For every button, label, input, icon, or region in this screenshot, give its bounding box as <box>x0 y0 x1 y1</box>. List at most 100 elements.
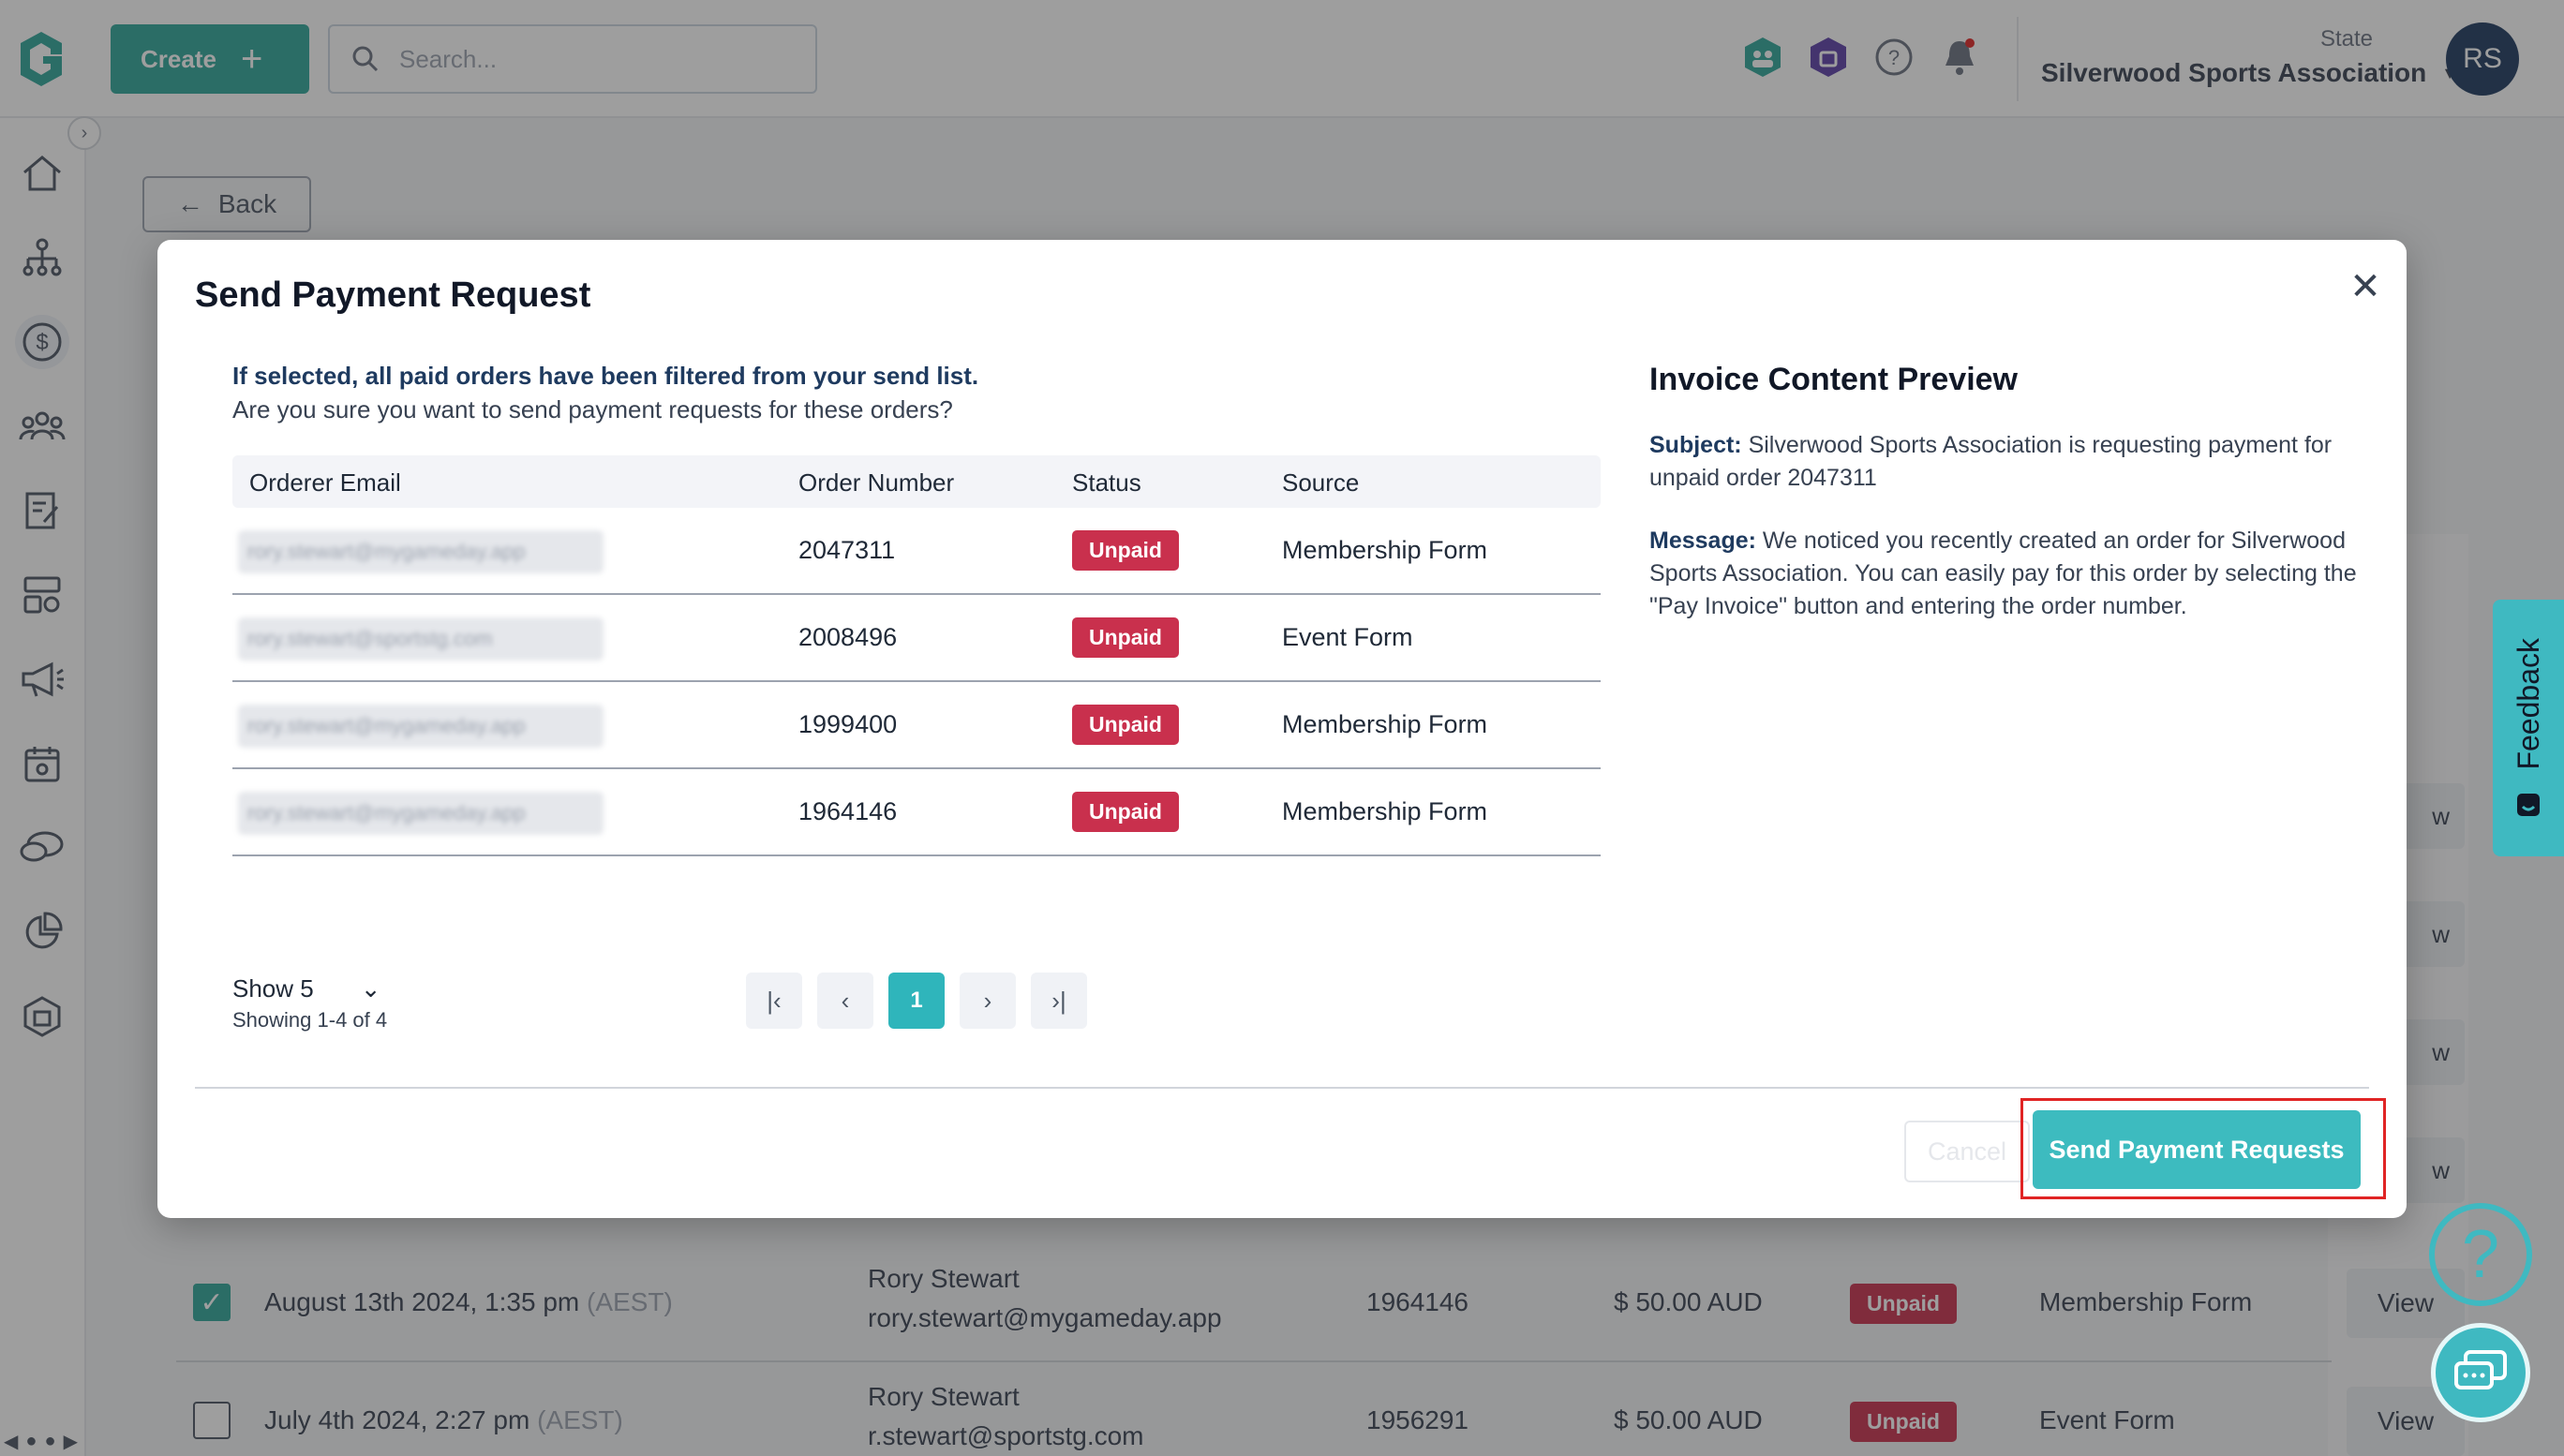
arrow-left-icon: ← <box>176 189 203 218</box>
megaphone-icon[interactable] <box>15 652 69 706</box>
org-name: Silverwood Sports Association <box>2041 58 2427 87</box>
people-icon[interactable] <box>15 399 69 453</box>
orderer-email-blurred: rory.stewart@mygameday.app <box>238 792 604 835</box>
orderer-email-blurred: rory.stewart@mygameday.app <box>238 705 604 748</box>
orders-table-header: Orderer Email Order Number Status Source <box>232 455 1601 508</box>
status-badge: Unpaid <box>1850 1402 1957 1442</box>
org-chart-icon[interactable] <box>15 230 69 285</box>
order-number: 1964146 <box>1366 1287 1469 1316</box>
help-float-icon[interactable]: ? <box>2429 1203 2532 1306</box>
sidebar: $ <box>0 118 86 1456</box>
topbar-divider <box>2017 17 2019 101</box>
order-amount: $ 50.00 AUD <box>1614 1287 1763 1316</box>
column-header-order-number: Order Number <box>798 468 955 497</box>
last-page-button[interactable]: ›| <box>1031 973 1087 1029</box>
chat-icon[interactable] <box>15 821 69 875</box>
close-icon[interactable]: ✕ <box>2349 266 2381 307</box>
notification-bell-icon[interactable] <box>1940 34 1979 81</box>
order-source: Event Form <box>2039 1405 2175 1434</box>
prev-page-button[interactable]: ‹ <box>817 973 873 1029</box>
status-badge: Unpaid <box>1072 617 1179 658</box>
order-source: Membership Form <box>1282 797 1488 825</box>
top-bar: Create + ? State Silverwood Sports Assoc… <box>0 0 2564 118</box>
table-row: July 4th 2024, 2:27 pm (AEST) Rory Stewa… <box>176 1364 2465 1456</box>
sidebar-collapse-button[interactable]: › <box>67 116 101 150</box>
search-icon <box>352 46 379 72</box>
first-page-button[interactable]: |‹ <box>746 973 802 1029</box>
order-amount: $ 50.00 AUD <box>1614 1405 1763 1434</box>
carousel-dots[interactable]: ◀ ● ● ▶ <box>4 1431 78 1452</box>
dollar-icon[interactable]: $ <box>15 315 69 369</box>
send-payment-requests-button[interactable]: Send Payment Requests <box>2033 1110 2361 1189</box>
order-source: Membership Form <box>2039 1287 2253 1316</box>
page-button-current[interactable]: 1 <box>888 973 945 1029</box>
order-date: August 13th 2024, 1:35 pm (AEST) <box>264 1287 673 1316</box>
order-number: 1956291 <box>1366 1405 1469 1434</box>
pie-chart-icon[interactable] <box>15 905 69 959</box>
create-button[interactable]: Create + <box>111 24 309 94</box>
feedback-label: Feedback <box>2511 637 2545 770</box>
orderer-email-blurred: rory.stewart@mygameday.app <box>238 530 604 573</box>
community-hex-icon[interactable] <box>1743 34 1782 81</box>
page-size-select[interactable]: Show 5 ⌄ <box>232 974 381 1003</box>
filter-notice: If selected, all paid orders have been f… <box>232 362 979 390</box>
column-header-status: Status <box>1072 468 1141 497</box>
next-page-button[interactable]: › <box>960 973 1016 1029</box>
invoice-preview-subject: Subject: Silverwood Sports Association i… <box>1649 432 2333 491</box>
chevron-down-icon: ⌄ <box>360 974 381 1003</box>
column-header-source: Source <box>1282 468 1360 497</box>
modal-footer-divider <box>195 1087 2369 1089</box>
order-source: Membership Form <box>1282 536 1488 564</box>
order-number: 1964146 <box>798 797 898 825</box>
table-row: rory.stewart@sportstg.com 2008496 Unpaid… <box>232 595 1601 682</box>
cancel-button[interactable]: Cancel <box>1904 1121 2030 1182</box>
feedback-tab[interactable]: Feedback <box>2493 600 2564 856</box>
calendar-icon[interactable] <box>15 736 69 791</box>
registrations-icon[interactable] <box>15 568 69 622</box>
showing-count: Showing 1-4 of 4 <box>232 1008 388 1032</box>
org-level-label: State <box>2319 26 2373 52</box>
table-row: rory.stewart@mygameday.app 1999400 Unpai… <box>232 682 1601 769</box>
row-checkbox[interactable]: ✓ <box>193 1284 231 1321</box>
status-badge: Unpaid <box>1072 530 1179 571</box>
orderer-email-blurred: rory.stewart@sportstg.com <box>238 617 604 661</box>
plus-icon: + <box>240 38 263 80</box>
status-badge: Unpaid <box>1072 792 1179 832</box>
smiley-icon <box>2517 794 2540 817</box>
table-row: ✓ August 13th 2024, 1:35 pm (AEST) Rory … <box>176 1246 2465 1362</box>
bag-icon[interactable] <box>15 989 69 1044</box>
avatar[interactable]: RS <box>2446 22 2519 96</box>
order-number: 1999400 <box>798 710 898 738</box>
pagination: |‹ ‹ 1 › ›| <box>746 973 1087 1029</box>
table-row: rory.stewart@mygameday.app 2047311 Unpai… <box>232 508 1601 595</box>
order-source: Event Form <box>1282 623 1413 651</box>
table-row: rory.stewart@mygameday.app 1964146 Unpai… <box>232 769 1601 856</box>
back-button[interactable]: ← Back <box>142 176 311 232</box>
search-input[interactable] <box>399 44 774 74</box>
app-logo[interactable] <box>15 28 67 90</box>
home-icon[interactable] <box>15 146 69 201</box>
send-payment-request-modal: Send Payment Request ✕ If selected, all … <box>157 240 2407 1218</box>
search-box[interactable] <box>328 24 817 94</box>
order-number: 2047311 <box>798 536 896 564</box>
order-number: 2008496 <box>798 623 898 651</box>
svg-text:$: $ <box>36 330 48 355</box>
chat-support-icon[interactable] <box>2431 1323 2530 1422</box>
confirm-question: Are you sure you want to send payment re… <box>232 395 953 423</box>
orderer: Rory Stewart rory.stewart@mygameday.app <box>868 1264 1222 1332</box>
back-label: Back <box>217 189 277 218</box>
highlight-box: Send Payment Requests <box>2020 1098 2386 1199</box>
shop-hex-icon[interactable] <box>1809 34 1848 81</box>
row-checkbox[interactable] <box>193 1402 231 1439</box>
status-badge: Unpaid <box>1072 705 1179 745</box>
help-icon[interactable]: ? <box>1874 34 1914 81</box>
form-edit-icon[interactable] <box>15 483 69 538</box>
modal-title: Send Payment Request <box>195 275 591 315</box>
svg-text:?: ? <box>1888 46 1900 69</box>
order-source: Membership Form <box>1282 710 1488 738</box>
page-size-label: Show 5 <box>232 974 314 1003</box>
invoice-preview-message: Message: We noticed you recently created… <box>1649 527 2357 619</box>
column-header-email: Orderer Email <box>249 468 401 497</box>
order-date: July 4th 2024, 2:27 pm (AEST) <box>264 1405 623 1434</box>
status-badge: Unpaid <box>1850 1284 1957 1324</box>
